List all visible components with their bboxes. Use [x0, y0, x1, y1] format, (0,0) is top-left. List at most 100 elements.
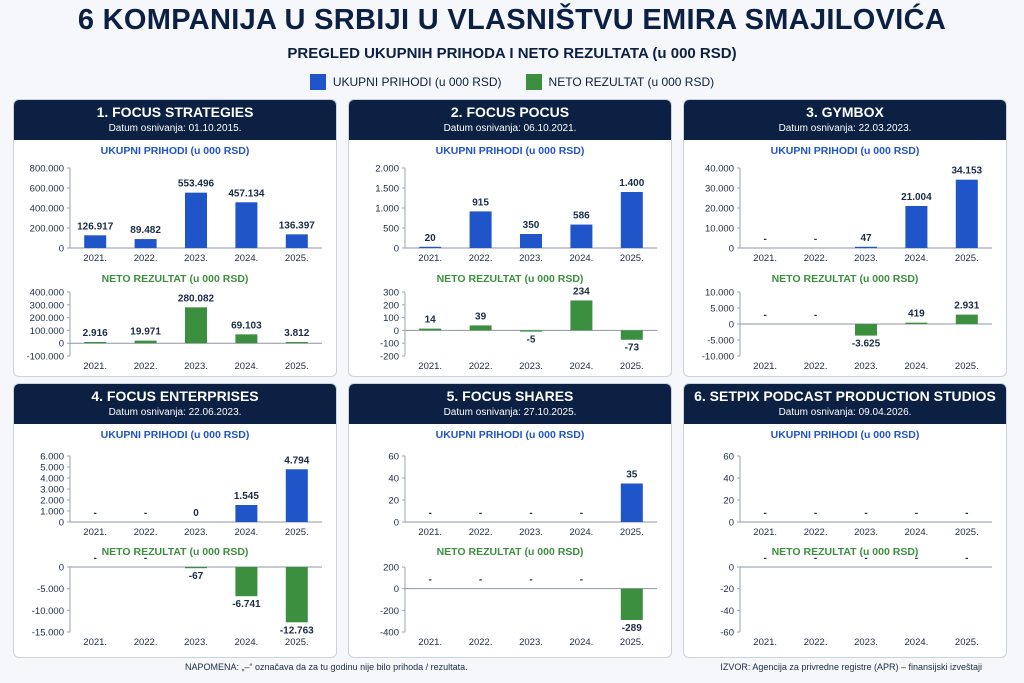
company-name: 4. FOCUS ENTERPRISES — [91, 388, 259, 404]
revenue-bar — [855, 246, 877, 248]
revenue-data-label: - — [144, 508, 147, 519]
revenue-x-label: 2022. — [469, 527, 493, 538]
net-bar — [235, 567, 258, 597]
founding-date: Datum osnivanja: 09.04.2026. — [778, 407, 912, 418]
revenue-title: UKUPNI PRIHODI (u 000 RSD) — [771, 429, 920, 441]
revenue-data-label: - — [94, 508, 97, 519]
net-tick-label: 200 — [383, 563, 399, 574]
founding-date: Datum osnivanja: 27.10.2025. — [443, 407, 577, 418]
net-data-label: -289 — [622, 623, 642, 634]
revenue-x-label: 2022. — [469, 253, 493, 264]
revenue-data-label: - — [915, 508, 918, 519]
net-tick-label: -100 — [380, 339, 399, 350]
revenue-data-label: 35 — [626, 470, 638, 481]
net-data-label: - — [864, 553, 867, 564]
net-bar — [620, 330, 643, 340]
revenue-bar — [570, 224, 593, 248]
net-tick-label: 100.000 — [30, 326, 64, 337]
revenue-bar — [620, 483, 643, 522]
revenue-bar — [84, 235, 107, 248]
revenue-x-label: 2022. — [804, 527, 828, 538]
net-bar — [905, 322, 928, 324]
company-panel-3: 3. GYMBOX Datum osnivanja: 22.03.2023. U… — [683, 99, 1007, 377]
net-x-label: 2024. — [570, 361, 594, 372]
revenue-data-label: 553.496 — [178, 179, 215, 190]
net-x-label: 2023. — [854, 361, 878, 372]
net-data-label: 419 — [908, 309, 925, 320]
revenue-tick-label: 2.000 — [375, 164, 399, 175]
revenue-x-label: 2024. — [570, 527, 594, 538]
founding-date: Datum osnivanja: 22.06.2023. — [108, 407, 242, 418]
revenue-data-label: 20 — [425, 233, 437, 244]
net-tick-label: 0 — [394, 326, 399, 337]
net-title: NETO REZULTAT (u 000 RSD) — [437, 273, 584, 285]
revenue-tick-label: 0 — [394, 518, 399, 529]
net-data-label: -5 — [527, 335, 536, 346]
net-data-label: -67 — [189, 571, 204, 582]
net-tick-label: -10.000 — [32, 606, 64, 617]
footer-source: IZVOR: Agencija za privredne registre (A… — [720, 662, 982, 672]
revenue-x-label: 2024. — [905, 253, 929, 264]
net-data-label: - — [94, 553, 97, 564]
legend-swatch-net — [525, 74, 542, 90]
net-data-label: 14 — [425, 315, 437, 326]
company-name: 6. SETPIX PODCAST PRODUCTION STUDIOS — [694, 388, 996, 404]
net-x-label: 2022. — [804, 361, 828, 372]
net-data-label: 2.916 — [83, 328, 108, 339]
net-x-label: 2022. — [134, 637, 158, 648]
page-subtitle: PREGLED UKUPNIH PRIHODA I NETO REZULTATA… — [287, 45, 737, 62]
net-x-label: 2021. — [753, 637, 777, 648]
net-tick-label: -20 — [720, 584, 734, 595]
net-x-label: 2025. — [620, 361, 644, 372]
chart-svg: UKUPNI PRIHODI (u 000 RSD) 0 500 1.000 1.500… — [375, 145, 657, 372]
revenue-x-label: 2025. — [285, 527, 309, 538]
net-tick-label: 0 — [59, 563, 64, 574]
net-bar — [419, 328, 442, 331]
net-bar — [84, 342, 107, 344]
revenue-data-label: - — [479, 508, 482, 519]
net-bar — [520, 330, 542, 332]
revenue-tick-label: 200.000 — [30, 224, 64, 235]
company-panel-2: 2. FOCUS POCUS Datum osnivanja: 06.10.20… — [348, 99, 672, 377]
revenue-tick-label: 3.000 — [40, 485, 64, 496]
revenue-x-label: 2025. — [620, 253, 644, 264]
revenue-data-label: 1.545 — [234, 491, 259, 502]
net-x-label: 2025. — [285, 637, 309, 648]
net-data-label: -12.763 — [280, 625, 314, 636]
revenue-data-label: - — [764, 234, 767, 245]
revenue-x-label: 2023. — [854, 527, 878, 538]
footer-note: NAPOMENA: „–“ označava da za tu godinu n… — [185, 662, 468, 672]
net-tick-label: -15.000 — [32, 628, 64, 639]
net-bar — [955, 314, 978, 324]
page-title: 6 KOMPANIJA U SRBIJI U VLASNIŠTVU EMIRA … — [77, 4, 947, 36]
net-bar — [285, 342, 308, 344]
legend: UKUPNI PRIHODI (u 000 RSD) NETO REZULTAT… — [0, 73, 1024, 91]
net-tick-label: -40 — [720, 606, 734, 617]
revenue-tick-label: 4.000 — [40, 474, 64, 485]
chart-svg: UKUPNI PRIHODI (u 000 RSD)02040602021.-2… — [720, 429, 992, 648]
net-x-label: 2024. — [570, 637, 594, 648]
revenue-bar — [469, 211, 492, 248]
net-tick-label: -400 — [380, 628, 399, 639]
revenue-tick-label: 600.000 — [30, 184, 64, 195]
revenue-x-label: 2023. — [184, 253, 208, 264]
revenue-data-label: 0 — [193, 508, 199, 519]
revenue-tick-label: 0 — [394, 244, 399, 255]
revenue-tick-label: 400.000 — [30, 204, 64, 215]
net-data-label: - — [814, 310, 817, 321]
net-x-label: 2023. — [184, 637, 208, 648]
net-tick-label: 0 — [729, 320, 734, 331]
company-panel-1: 1. FOCUS STRATEGIES Datum osnivanja: 01.… — [13, 99, 337, 377]
founding-date: Datum osnivanja: 22.03.2023. — [778, 123, 912, 134]
company-name: 3. GYMBOX — [806, 104, 884, 120]
net-data-label: 280.082 — [178, 293, 215, 304]
revenue-tick-label: 1.000 — [40, 507, 64, 518]
revenue-x-label: 2024. — [235, 253, 259, 264]
revenue-x-label: 2023. — [184, 527, 208, 538]
company-name: 2. FOCUS POCUS — [450, 104, 570, 120]
net-x-label: 2022. — [469, 361, 493, 372]
net-tick-label: 0 — [394, 584, 399, 595]
net-x-label: 2023. — [184, 361, 208, 372]
net-x-label: 2023. — [519, 361, 543, 372]
net-x-label: 2024. — [905, 361, 929, 372]
